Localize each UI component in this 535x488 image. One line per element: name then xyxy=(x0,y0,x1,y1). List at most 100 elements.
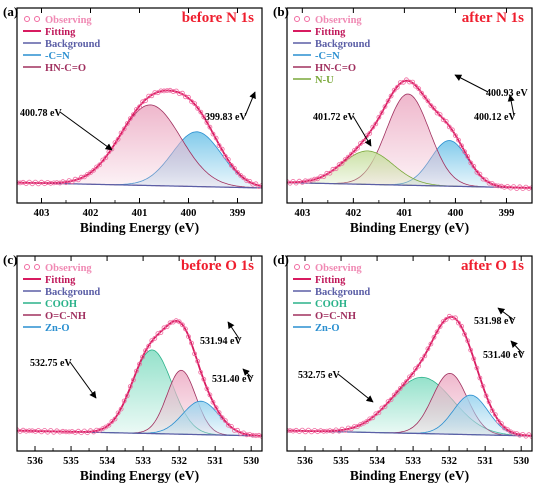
axes-frame xyxy=(286,7,533,204)
observed-point xyxy=(367,416,373,422)
observed-point xyxy=(173,88,179,94)
legend-label: Zn-O xyxy=(45,323,70,334)
observed-point xyxy=(354,145,360,151)
peak-annotation: 400.78 eV xyxy=(20,108,62,119)
peak-annotation: 532.75 eV xyxy=(30,358,72,369)
observed-point xyxy=(495,183,501,189)
observed-point xyxy=(235,170,240,175)
x-tick-label: 401 xyxy=(132,208,148,219)
observed-point xyxy=(446,124,452,130)
observed-point xyxy=(231,165,237,171)
observed-point xyxy=(498,183,504,189)
observed-point xyxy=(376,410,382,416)
observed-point xyxy=(152,335,158,341)
observed-point xyxy=(290,428,296,434)
observed-point xyxy=(351,424,357,430)
observed-point xyxy=(324,170,330,176)
observed-point xyxy=(146,93,152,99)
observed-point xyxy=(471,163,477,169)
observed-point xyxy=(57,180,63,186)
panel-title: before O 1s xyxy=(181,258,254,274)
observed-point xyxy=(321,174,327,179)
observed-point xyxy=(407,374,412,380)
observed-point xyxy=(443,316,449,322)
observed-point xyxy=(115,136,121,142)
observed-point xyxy=(342,427,348,433)
observed-point xyxy=(382,104,388,109)
observed-point xyxy=(498,421,504,427)
observed-point xyxy=(210,399,216,405)
observed-point xyxy=(42,181,47,187)
legend-item: Background xyxy=(293,39,370,50)
observed-point xyxy=(176,91,182,96)
legend-item: Fitting xyxy=(293,275,346,286)
x-tick-label: 534 xyxy=(369,456,386,467)
observed-point xyxy=(452,315,458,321)
x-tick-label: 532 xyxy=(171,456,187,467)
observed-point xyxy=(410,79,416,85)
observed-point xyxy=(66,429,72,435)
plot-area xyxy=(17,318,262,439)
observed-point xyxy=(364,419,370,425)
x-tick-label: 535 xyxy=(63,456,79,467)
observed-point xyxy=(428,103,434,108)
observed-point xyxy=(431,105,437,111)
chart-panel-3: 536 535 534 533 532 531 530 Binding Energy (eV)… xyxy=(3,252,263,483)
legend-marker-circle xyxy=(24,16,30,22)
legend-item: COOH xyxy=(293,299,347,310)
observed-point xyxy=(210,131,216,137)
x-tick-label: 403 xyxy=(34,208,50,219)
observed-point xyxy=(492,412,498,418)
observed-point xyxy=(462,149,468,155)
observed-point xyxy=(207,124,213,130)
observed-point xyxy=(146,343,152,349)
x-tick-label: 530 xyxy=(243,456,259,467)
legend-item: N-U xyxy=(293,75,334,86)
observed-point xyxy=(115,410,121,416)
observed-point xyxy=(471,356,477,362)
observed-point xyxy=(182,94,188,100)
observed-point xyxy=(231,427,237,433)
legend-label: COOH xyxy=(45,299,77,310)
observed-point xyxy=(391,392,397,398)
peak-annotation: 400.93 eV xyxy=(486,88,528,99)
observed-point xyxy=(201,376,207,382)
observed-point xyxy=(422,353,428,359)
axes-frame xyxy=(16,255,263,452)
observed-point xyxy=(425,346,431,352)
observed-point xyxy=(526,185,532,191)
legend-marker-circle xyxy=(304,16,310,22)
legend-item: HN-C=O xyxy=(23,63,86,74)
x-tick-label: 400 xyxy=(181,208,197,219)
observed-point xyxy=(124,121,130,126)
legend-label: Background xyxy=(45,39,100,50)
x-tick-label: 401 xyxy=(397,208,413,219)
observed-point xyxy=(173,318,179,324)
observed-point xyxy=(388,93,394,99)
legend-item: Zn-O xyxy=(293,323,340,334)
observed-point xyxy=(189,340,195,346)
observed-point xyxy=(195,358,201,364)
observed-point xyxy=(186,94,191,100)
legend-label: Fitting xyxy=(315,27,346,38)
observed-point xyxy=(241,175,247,181)
observed-point xyxy=(176,319,182,325)
legend-marker-circle xyxy=(294,264,300,270)
observed-point xyxy=(29,428,35,434)
observed-point xyxy=(508,429,514,435)
observed-point xyxy=(250,181,256,187)
observed-point xyxy=(477,375,483,381)
observed-point xyxy=(370,124,376,130)
observed-point xyxy=(45,180,50,185)
observed-point xyxy=(459,143,465,149)
observed-point xyxy=(100,157,106,163)
x-tick-label: 399 xyxy=(230,208,246,219)
peak-annotation: 531.40 eV xyxy=(212,374,254,385)
legend-label: Fitting xyxy=(315,275,346,286)
observed-point xyxy=(121,126,127,132)
legend-label: N-U xyxy=(315,75,334,86)
observed-point xyxy=(425,98,431,104)
observed-point xyxy=(127,384,133,389)
observed-point xyxy=(459,323,465,329)
observed-point xyxy=(413,366,419,372)
